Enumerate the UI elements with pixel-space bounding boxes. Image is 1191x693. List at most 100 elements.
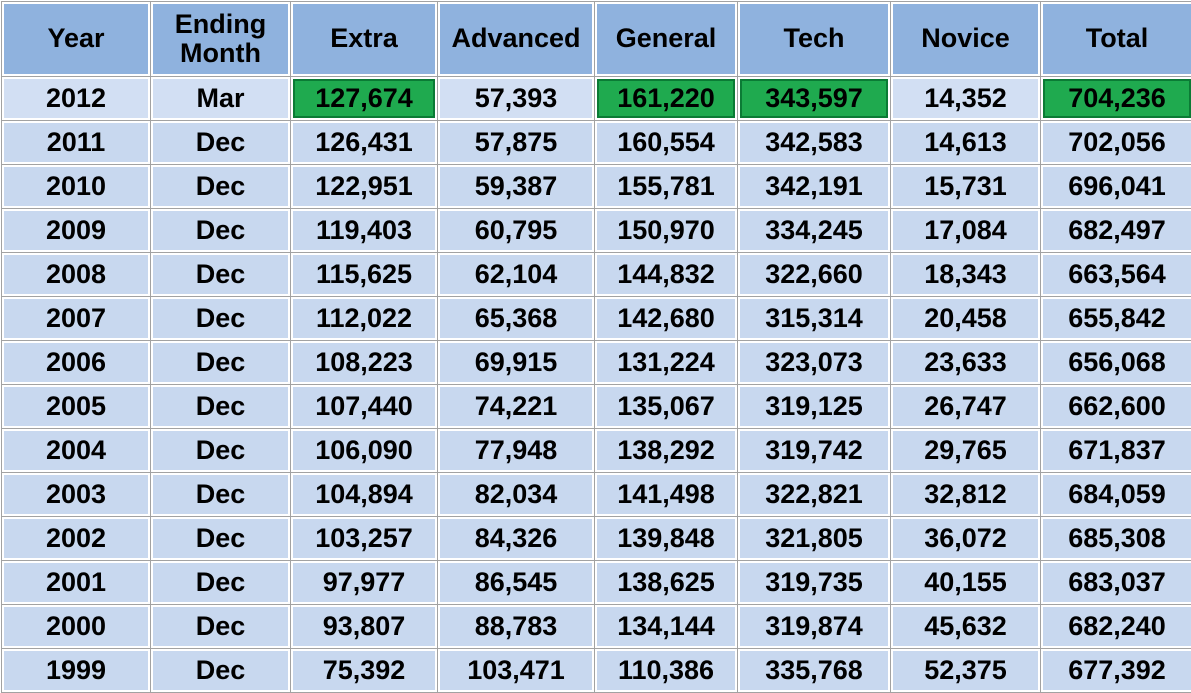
table-cell: 103,257 bbox=[291, 517, 437, 560]
table-cell: 86,545 bbox=[438, 561, 594, 604]
table-cell: 138,625 bbox=[595, 561, 737, 604]
table-cell: 138,292 bbox=[595, 429, 737, 472]
table-row-2006: 2006 Dec 108,223 69,915 131,224 323,073 23,633… bbox=[2, 341, 1191, 384]
table-row-2008: 2008 Dec 115,625 62,104 144,832 322,660 18,343… bbox=[2, 253, 1191, 296]
table-cell: 144,832 bbox=[595, 253, 737, 296]
table-cell: 108,223 bbox=[291, 341, 437, 384]
table-cell: 131,224 bbox=[595, 341, 737, 384]
table-cell: 334,245 bbox=[738, 209, 890, 252]
table-cell: 319,735 bbox=[738, 561, 890, 604]
table-cell: 323,073 bbox=[738, 341, 890, 384]
table-cell: 88,783 bbox=[438, 605, 594, 648]
table-cell: 20,458 bbox=[891, 297, 1040, 340]
table-cell: 142,680 bbox=[595, 297, 737, 340]
column-header-total: Total bbox=[1041, 2, 1191, 76]
table-cell: 69,915 bbox=[438, 341, 594, 384]
table-row-2000: 2000 Dec 93,807 88,783 134,144 319,874 45,632 6… bbox=[2, 605, 1191, 648]
table-cell: 1999 bbox=[2, 649, 150, 692]
table-row-2001: 2001 Dec 97,977 86,545 138,625 319,735 40,155 6… bbox=[2, 561, 1191, 604]
table-row-2011: 2011 Dec 126,431 57,875 160,554 342,583 14,613… bbox=[2, 121, 1191, 164]
table-cell: 45,632 bbox=[891, 605, 1040, 648]
table-cell: 112,022 bbox=[291, 297, 437, 340]
table-cell: 662,600 bbox=[1041, 385, 1191, 428]
table-cell: 65,368 bbox=[438, 297, 594, 340]
table-cell: 97,977 bbox=[291, 561, 437, 604]
table-cell: 17,084 bbox=[891, 209, 1040, 252]
table-cell: Dec bbox=[151, 473, 290, 516]
table-cell: 60,795 bbox=[438, 209, 594, 252]
table-cell: 103,471 bbox=[438, 649, 594, 692]
table-cell: 2012 bbox=[2, 77, 150, 120]
table-cell: 342,191 bbox=[738, 165, 890, 208]
table-cell: 322,660 bbox=[738, 253, 890, 296]
table-cell: 322,821 bbox=[738, 473, 890, 516]
table-cell: 32,812 bbox=[891, 473, 1040, 516]
table-cell: Dec bbox=[151, 253, 290, 296]
table-cell: 682,497 bbox=[1041, 209, 1191, 252]
table-cell: 315,314 bbox=[738, 297, 890, 340]
table-cell: 684,059 bbox=[1041, 473, 1191, 516]
table-cell: 319,125 bbox=[738, 385, 890, 428]
table-cell: 104,894 bbox=[291, 473, 437, 516]
table-cell: 84,326 bbox=[438, 517, 594, 560]
table-cell: 319,874 bbox=[738, 605, 890, 648]
table-cell: 74,221 bbox=[438, 385, 594, 428]
table-cell: Dec bbox=[151, 165, 290, 208]
table-cell: 683,037 bbox=[1041, 561, 1191, 604]
table-cell: 2001 bbox=[2, 561, 150, 604]
table-cell: Dec bbox=[151, 517, 290, 560]
table-cell: 319,742 bbox=[738, 429, 890, 472]
table-cell: 2002 bbox=[2, 517, 150, 560]
table-cell: 2004 bbox=[2, 429, 150, 472]
table-cell: 62,104 bbox=[438, 253, 594, 296]
table-cell: 110,386 bbox=[595, 649, 737, 692]
table-cell: 2003 bbox=[2, 473, 150, 516]
table-cell: 161,220 bbox=[595, 77, 737, 120]
table-cell: 682,240 bbox=[1041, 605, 1191, 648]
table-cell: 343,597 bbox=[738, 77, 890, 120]
table-body: 2012 Mar 127,674 57,393 161,220 343,597 14,352… bbox=[2, 77, 1191, 692]
table-cell: 342,583 bbox=[738, 121, 890, 164]
table-cell: 29,765 bbox=[891, 429, 1040, 472]
table-cell: 677,392 bbox=[1041, 649, 1191, 692]
column-header-tech: Tech bbox=[738, 2, 890, 76]
table-cell: 82,034 bbox=[438, 473, 594, 516]
table-cell: 685,308 bbox=[1041, 517, 1191, 560]
table-cell: 107,440 bbox=[291, 385, 437, 428]
table-cell: 40,155 bbox=[891, 561, 1040, 604]
column-header-advanced: Advanced bbox=[438, 2, 594, 76]
table-cell: 122,951 bbox=[291, 165, 437, 208]
column-header-extra: Extra bbox=[291, 2, 437, 76]
table-cell: 150,970 bbox=[595, 209, 737, 252]
table-cell: 655,842 bbox=[1041, 297, 1191, 340]
table-cell: 663,564 bbox=[1041, 253, 1191, 296]
table-cell: 26,747 bbox=[891, 385, 1040, 428]
table-row-2005: 2005 Dec 107,440 74,221 135,067 319,125 26,747… bbox=[2, 385, 1191, 428]
table-cell: Mar bbox=[151, 77, 290, 120]
table-cell: 2010 bbox=[2, 165, 150, 208]
table-cell: 18,343 bbox=[891, 253, 1040, 296]
table-cell: 23,633 bbox=[891, 341, 1040, 384]
table-cell: Dec bbox=[151, 429, 290, 472]
table-cell: 119,403 bbox=[291, 209, 437, 252]
table-cell: 656,068 bbox=[1041, 341, 1191, 384]
table-cell: 57,393 bbox=[438, 77, 594, 120]
table-cell: Dec bbox=[151, 121, 290, 164]
table-cell: 2000 bbox=[2, 605, 150, 648]
table-row-2009: 2009 Dec 119,403 60,795 150,970 334,245 17,084… bbox=[2, 209, 1191, 252]
table-cell: Dec bbox=[151, 209, 290, 252]
table-row-2007: 2007 Dec 112,022 65,368 142,680 315,314 20,458… bbox=[2, 297, 1191, 340]
header-row: Year Ending Month Extra Advanced General… bbox=[2, 2, 1191, 76]
table-cell: 14,613 bbox=[891, 121, 1040, 164]
table-cell: 160,554 bbox=[595, 121, 737, 164]
table-cell: 2007 bbox=[2, 297, 150, 340]
table-cell: 139,848 bbox=[595, 517, 737, 560]
table-cell: 2009 bbox=[2, 209, 150, 252]
table-row-1999: 1999 Dec 75,392 103,471 110,386 335,768 52,375… bbox=[2, 649, 1191, 692]
table-cell: 321,805 bbox=[738, 517, 890, 560]
table-row-2012: 2012 Mar 127,674 57,393 161,220 343,597 14,352… bbox=[2, 77, 1191, 120]
table-cell: 52,375 bbox=[891, 649, 1040, 692]
table-row-2002: 2002 Dec 103,257 84,326 139,848 321,805 36,072… bbox=[2, 517, 1191, 560]
